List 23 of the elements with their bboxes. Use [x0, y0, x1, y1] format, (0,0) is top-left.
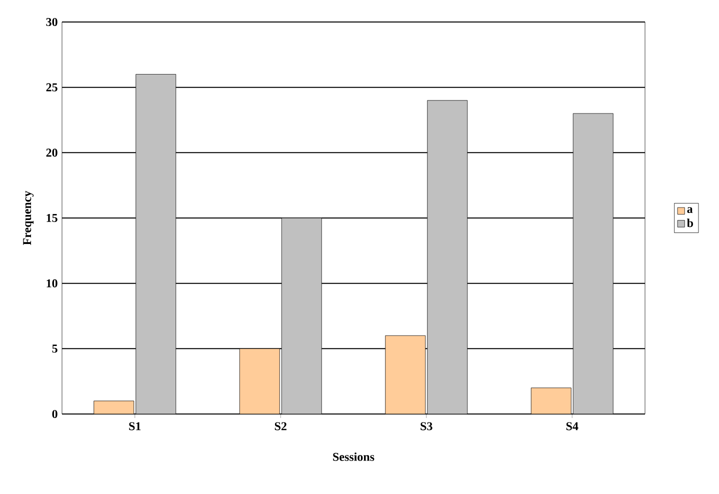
bar: [530, 388, 572, 414]
x-tick-label: S1: [129, 422, 141, 430]
bar: [136, 74, 176, 414]
y-tick-label: 15: [46, 214, 58, 222]
y-tick-label: 10: [46, 279, 58, 288]
y-tick-label: 30: [46, 18, 58, 26]
x-axis-title: Sessions: [333, 452, 374, 461]
bar: [94, 400, 134, 414]
bar: [572, 113, 614, 414]
y-tick-label: 0: [52, 410, 58, 418]
bar: [385, 335, 426, 414]
bar: [239, 348, 280, 414]
y-tick-label: 20: [46, 148, 58, 157]
legend-label: b: [686, 218, 694, 228]
x-tick-label: S2: [274, 422, 286, 430]
y-tick-label: 5: [52, 344, 58, 353]
x-tick-label: S4: [566, 422, 578, 430]
x-tick-label: S3: [420, 422, 432, 430]
y-tick-label: 25: [46, 83, 58, 92]
bar: [281, 218, 322, 414]
bar: [427, 100, 468, 414]
y-axis-title: Frequency: [23, 190, 34, 246]
legend-label: a: [687, 207, 693, 213]
